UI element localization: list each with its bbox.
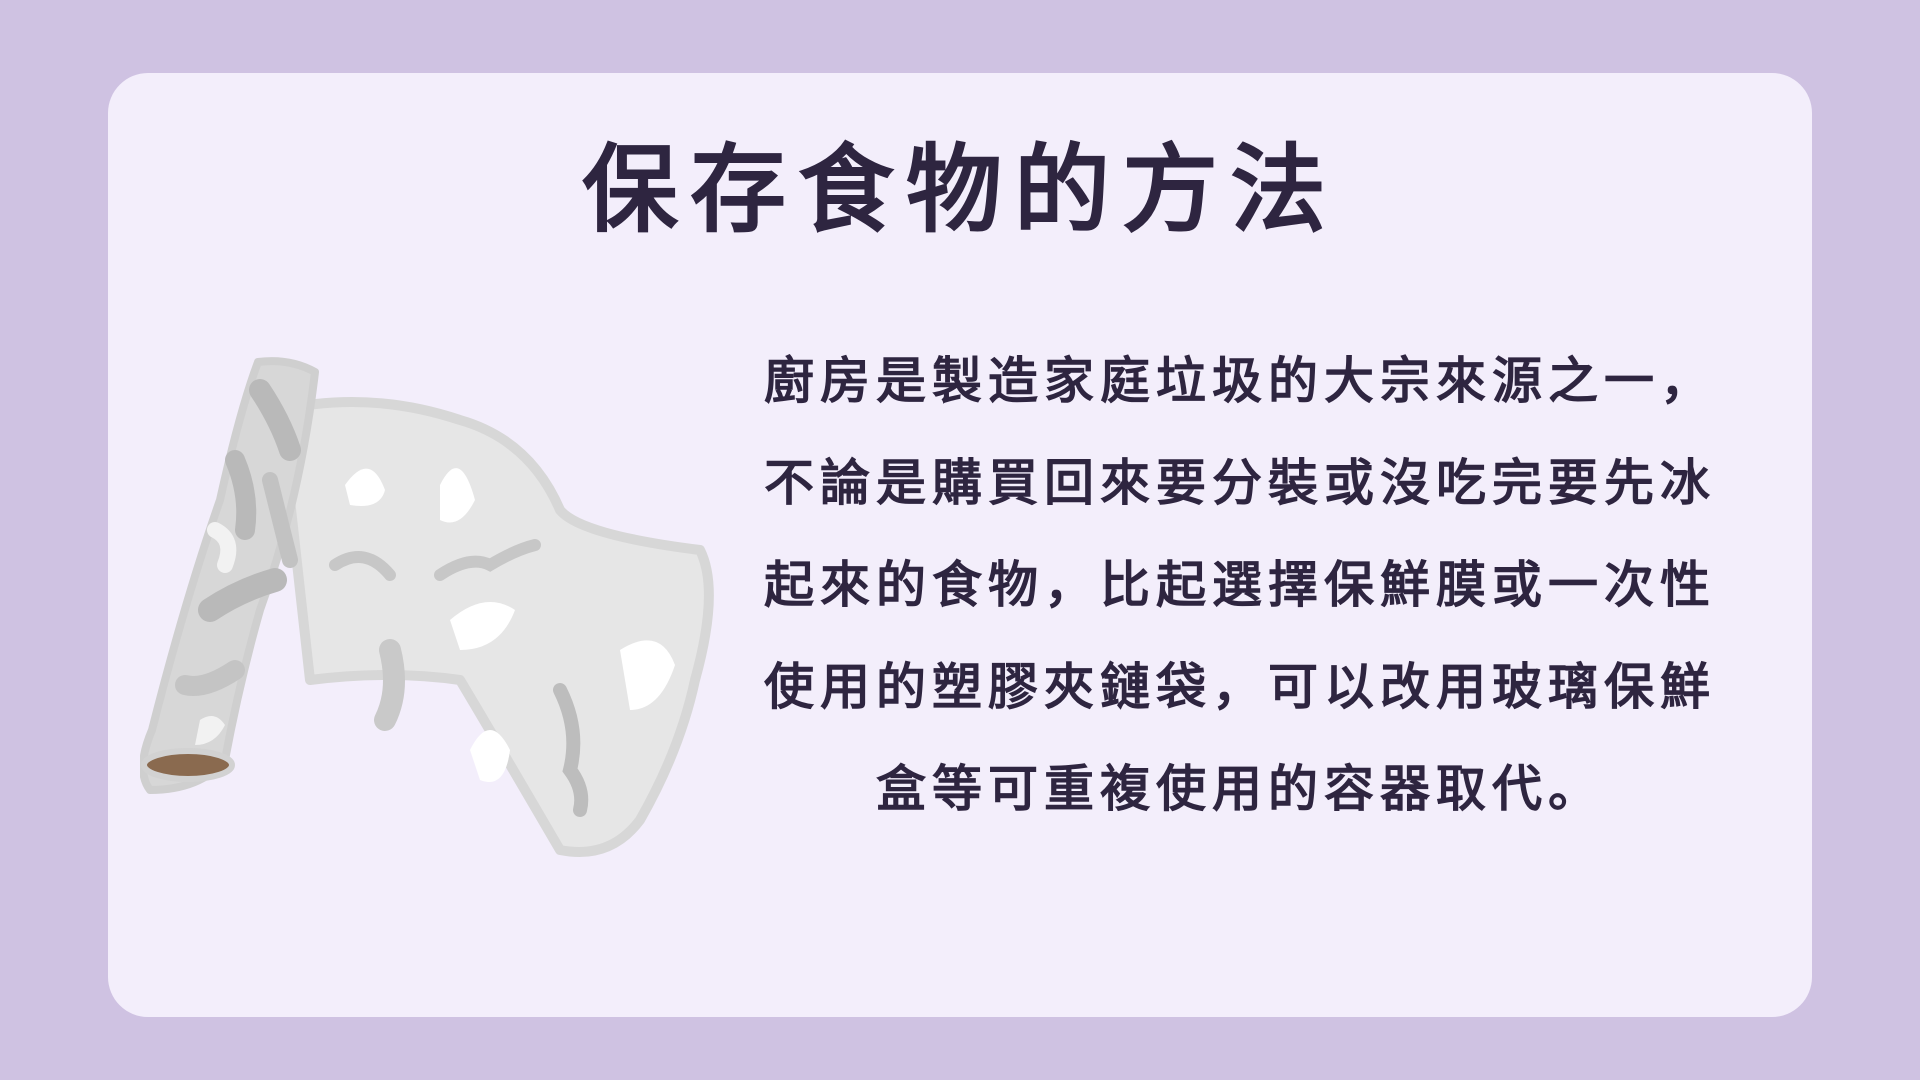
roll-cardboard-core (141, 748, 235, 782)
body-paragraph: 廚房是製造家庭垃圾的大宗來源之一，不論是購買回來要分裝或沒吃完要先冰起來的食物，… (764, 352, 1716, 818)
plastic-wrap-illustration (140, 357, 714, 857)
slide-title: 保存食物的方法 (582, 134, 1338, 246)
